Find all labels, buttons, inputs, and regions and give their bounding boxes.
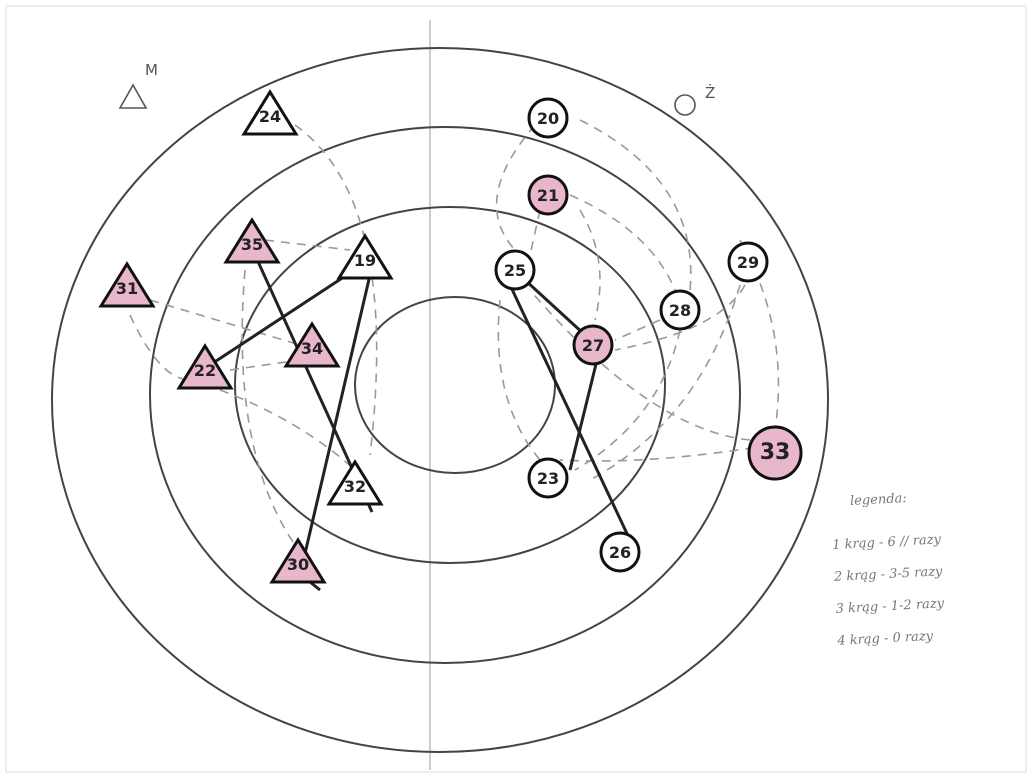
legend-title: legenda: [850,491,907,509]
node-label: 32 [344,477,366,496]
node-label: 25 [504,261,526,280]
group-label: Ż [705,83,715,102]
node-label: 31 [116,279,138,298]
sociogram: M Ż 24 35 19 31 34 22 32 30 20 21 25 29 28 27 33 23 26 l… [0,0,1032,778]
paper [6,6,1026,772]
node-label: 24 [259,107,281,126]
node-label: 23 [537,469,559,488]
node-label: 29 [737,253,759,272]
node-label: 35 [241,235,263,254]
node-label: 22 [194,361,216,380]
node-label: 27 [582,336,604,355]
node-label: 21 [537,186,559,205]
node-label: 19 [354,251,376,270]
node-label: 30 [287,555,309,574]
node-label: 33 [760,440,791,465]
node-label: 26 [609,543,631,562]
node-label: 20 [537,109,559,128]
node-label: 28 [669,301,691,320]
node-label: 34 [301,339,323,358]
group-label: M [145,61,158,79]
